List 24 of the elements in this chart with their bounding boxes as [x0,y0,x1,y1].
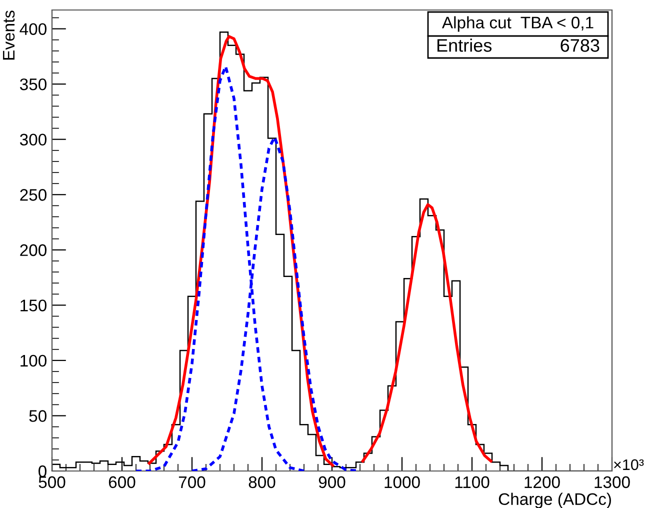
y-tick-label: 400 [20,23,46,35]
x-tick-label: 800 [248,476,276,488]
x-tick-label: 600 [108,476,136,488]
text: ×10³ [614,459,644,470]
annotation: Alpha cut TBA < 0,1 [442,16,594,32]
x-tick-label: 700 [178,476,206,488]
line-series [361,203,492,462]
x-tick-label: 1200 [524,476,560,488]
x-tick-label: 1300 [594,476,630,488]
y-tick-label: 50 [29,410,46,422]
annotation: 6783 [560,39,600,52]
x-axis-title: Charge (ADCc) [498,492,611,508]
y-tick-label: 300 [20,134,46,146]
y-tick-label: 250 [20,189,46,201]
y-tick-label: 100 [20,354,46,367]
y-tick-label: 350 [20,78,46,90]
x-tick-label: 900 [318,476,346,488]
x-tick-label: 500 [38,476,66,488]
x-tick-label: 1000 [384,476,420,488]
annotation: Entries [437,38,492,52]
y-tick-label: 150 [20,300,46,312]
y-tick-label: 200 [20,244,46,256]
x-tick-label: 1100 [455,476,490,488]
y-axis-title: Events [3,10,15,60]
